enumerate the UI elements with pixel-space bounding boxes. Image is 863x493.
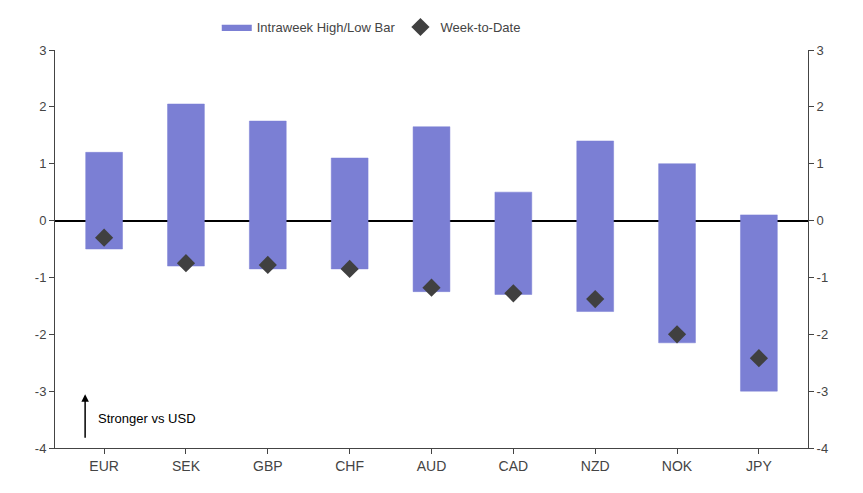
svg-text:NOK: NOK bbox=[662, 458, 693, 474]
svg-text:-2: -2 bbox=[35, 327, 47, 342]
svg-text:1: 1 bbox=[39, 156, 46, 171]
svg-text:SEK: SEK bbox=[172, 458, 201, 474]
svg-text:AUD: AUD bbox=[417, 458, 447, 474]
svg-text:EUR: EUR bbox=[89, 458, 119, 474]
svg-text:-4: -4 bbox=[817, 441, 829, 456]
svg-text:0: 0 bbox=[817, 213, 824, 228]
svg-text:0: 0 bbox=[39, 213, 46, 228]
svg-text:GBP: GBP bbox=[253, 458, 283, 474]
svg-text:-1: -1 bbox=[35, 270, 47, 285]
svg-text:NZD: NZD bbox=[581, 458, 610, 474]
svg-text:JPY: JPY bbox=[746, 458, 772, 474]
svg-text:CAD: CAD bbox=[499, 458, 529, 474]
svg-text:-4: -4 bbox=[35, 441, 47, 456]
svg-text:2: 2 bbox=[39, 99, 46, 114]
svg-text:Intraweek High/Low Bar: Intraweek High/Low Bar bbox=[257, 20, 396, 35]
svg-text:3: 3 bbox=[39, 43, 46, 58]
svg-text:Stronger vs USD: Stronger vs USD bbox=[98, 411, 196, 426]
svg-text:CHF: CHF bbox=[335, 458, 364, 474]
svg-text:Week-to-Date: Week-to-Date bbox=[440, 20, 520, 35]
svg-text:2: 2 bbox=[817, 99, 824, 114]
svg-text:-3: -3 bbox=[817, 384, 829, 399]
svg-text:1: 1 bbox=[817, 156, 824, 171]
svg-text:3: 3 bbox=[817, 43, 824, 58]
svg-text:-1: -1 bbox=[817, 270, 829, 285]
svg-text:-2: -2 bbox=[817, 327, 829, 342]
svg-text:-3: -3 bbox=[35, 384, 47, 399]
